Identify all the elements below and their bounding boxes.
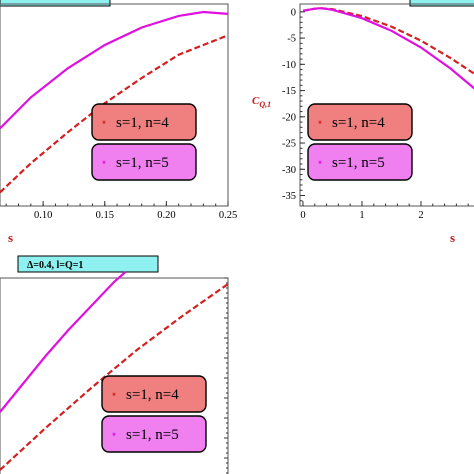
panel2-series-n5-line bbox=[302, 7, 474, 90]
panel1-legend-label: s=1, n=5 bbox=[116, 155, 169, 171]
panel2-y-tick-label: -25 bbox=[282, 139, 296, 150]
panel3-series-n5-line bbox=[0, 271, 127, 413]
panel1-legend-box bbox=[91, 143, 197, 181]
panel1-legend-label: s=1, n=4 bbox=[116, 115, 169, 131]
panel2-legend-label: s=1, n=5 bbox=[332, 155, 385, 171]
panel1-x-axis-label: s bbox=[8, 230, 13, 245]
panel1-x-tick-label: 0.20 bbox=[157, 210, 175, 221]
panel3-legend-marker: ⋆ bbox=[110, 387, 118, 401]
panel2-x-tick-label: 1 bbox=[359, 210, 364, 221]
panel1-badge bbox=[0, 0, 111, 7]
panel1-legend-box bbox=[91, 103, 197, 141]
panel2-y-tick-label: -30 bbox=[282, 165, 296, 176]
panel2-y-tick-label: -35 bbox=[282, 191, 296, 202]
panel2-x-tick-label: 2 bbox=[418, 210, 423, 221]
panel2-x-axis-label: s bbox=[450, 230, 455, 245]
panel3-legend-box bbox=[101, 415, 207, 453]
panel2-legend-marker: ⋆ bbox=[316, 155, 324, 169]
panel3-legend-label: s=1, n=4 bbox=[126, 387, 179, 403]
panel1-x-tick-label: 0.15 bbox=[96, 210, 114, 221]
panel1-x-tick-label: 0.25 bbox=[219, 210, 237, 221]
panel3-series-n4-line bbox=[0, 283, 229, 471]
panel1-x-tick-label: 0.10 bbox=[34, 210, 52, 221]
panel3-badge-text: Δ=0.4, l=Q=1 bbox=[27, 260, 83, 271]
panel3-legend-label: s=1, n=5 bbox=[126, 427, 179, 443]
panel2-y-tick-label: -15 bbox=[282, 86, 296, 97]
panel1-legend-marker: ⋆ bbox=[100, 115, 108, 129]
panel2-legend-marker: ⋆ bbox=[316, 115, 324, 129]
panel3-legend-marker: ⋆ bbox=[110, 427, 118, 441]
panel2-legend-label: s=1, n=4 bbox=[332, 115, 385, 131]
panel2-y-tick-label: -20 bbox=[282, 112, 296, 123]
panel2-frame bbox=[299, 3, 474, 207]
panel2-x-tick-label: 0 bbox=[300, 210, 305, 221]
panel2-badge bbox=[409, 0, 474, 7]
panel2-y-tick-label: 0 bbox=[291, 7, 296, 18]
panel2-legend-box bbox=[307, 103, 413, 141]
panel3-badge bbox=[17, 255, 159, 273]
panel2-y-tick-label: -10 bbox=[282, 60, 296, 71]
panel1-series-n4-line bbox=[0, 34, 229, 194]
panel1-frame bbox=[0, 3, 229, 207]
panel2-y-tick-label: -5 bbox=[287, 34, 296, 45]
panel1-legend-marker: ⋆ bbox=[100, 155, 108, 169]
panel2-legend-box bbox=[307, 143, 413, 181]
panel2-y-axis-label: CQ,1 bbox=[252, 95, 271, 109]
panel1-series-n5-line bbox=[0, 10, 229, 130]
panel3-legend-box bbox=[101, 375, 207, 413]
